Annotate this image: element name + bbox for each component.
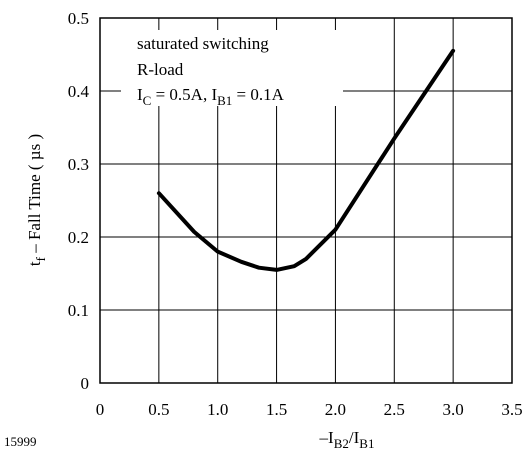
x-tick-label: 1.0 xyxy=(207,400,228,419)
x-tick-label: 3.5 xyxy=(501,400,522,419)
y-tick-label: 0.2 xyxy=(68,228,89,247)
x-tick-label: 1.5 xyxy=(266,400,287,419)
annotation-line-1: saturated switching xyxy=(137,34,269,53)
x-tick-label: 3.0 xyxy=(443,400,464,419)
x-axis-label: –IB2/IB1 xyxy=(319,428,375,451)
x-tick-label: 0.5 xyxy=(148,400,169,419)
y-tick-label: 0.1 xyxy=(68,301,89,320)
annotation-line-2: R-load xyxy=(137,60,184,79)
x-tick-labels: 0 0.5 1.0 1.5 2.0 2.5 3.0 3.5 xyxy=(96,400,523,419)
y-tick-label: 0.4 xyxy=(68,82,90,101)
y-tick-labels: 0 0.1 0.2 0.3 0.4 0.5 xyxy=(68,9,90,393)
series-line xyxy=(156,48,456,272)
plot-frame xyxy=(99,17,513,384)
y-tick-label: 0 xyxy=(81,374,90,393)
annotation-line-3: IC = 0.5A, IB1 = 0.1A xyxy=(137,85,285,108)
x-tick-label: 2.5 xyxy=(384,400,405,419)
y-axis-label: tf – Fall Time ( µs ) xyxy=(25,134,48,266)
x-tick-label: 2.0 xyxy=(325,400,346,419)
annotation-box xyxy=(121,30,343,106)
y-tick-label: 0.3 xyxy=(68,155,89,174)
figure-id: 15999 xyxy=(4,434,37,449)
y-tick-label: 0.5 xyxy=(68,9,89,28)
x-tick-label: 0 xyxy=(96,400,105,419)
